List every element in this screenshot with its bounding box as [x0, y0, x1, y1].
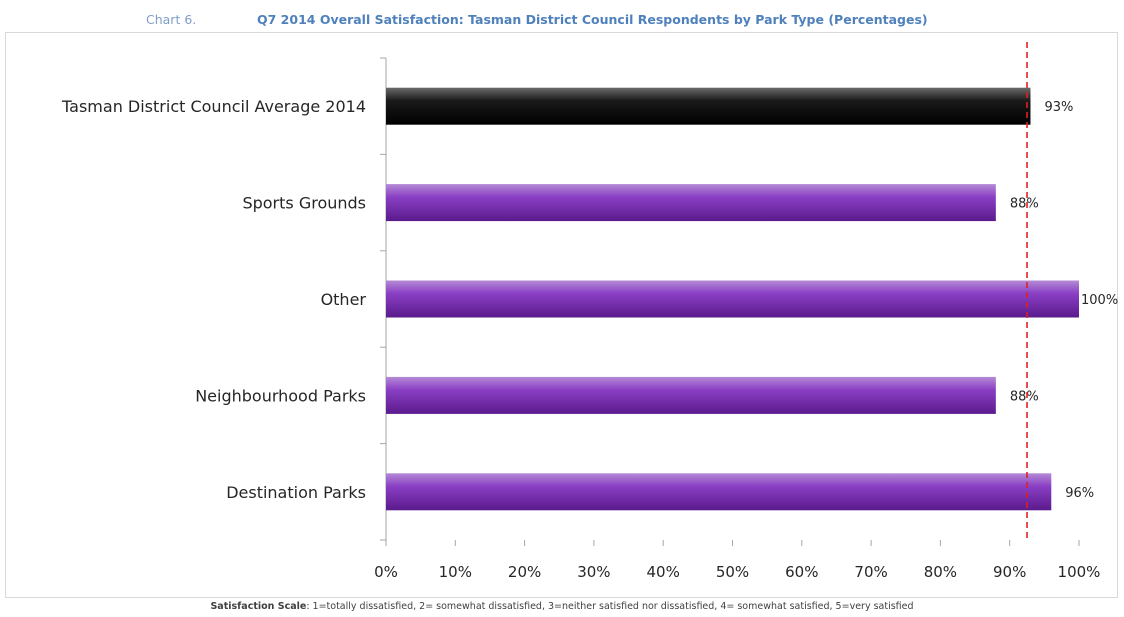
- x-tick-label: 0%: [374, 563, 398, 581]
- value-label: 93%: [1044, 100, 1073, 115]
- chart-caption: Chart 6. Q7 2014 Overall Satisfaction: T…: [0, 10, 1124, 32]
- x-tick-label: 100%: [1058, 563, 1101, 581]
- value-label: 88%: [1010, 197, 1039, 212]
- x-tick-label: 90%: [993, 563, 1026, 581]
- bar-sports-grounds: [386, 184, 996, 222]
- bar-other: [386, 280, 1079, 318]
- category-label: Tasman District Council Average 2014: [61, 97, 366, 116]
- x-tick-label: 60%: [785, 563, 818, 581]
- x-tick-label: 20%: [508, 563, 541, 581]
- category-label: Destination Parks: [226, 483, 366, 502]
- category-label: Sports Grounds: [242, 194, 366, 213]
- satisfaction-scale-text: : 1=totally dissatisfied, 2= somewhat di…: [306, 601, 914, 612]
- x-tick-label: 70%: [854, 563, 887, 581]
- bar-neighbourhood-parks: [386, 376, 996, 414]
- value-label: 96%: [1065, 486, 1094, 501]
- x-tick-label: 10%: [439, 563, 472, 581]
- value-label: 100%: [1081, 293, 1118, 308]
- x-tick-label: 30%: [577, 563, 610, 581]
- x-tick-label: 40%: [647, 563, 680, 581]
- bars-group: [386, 87, 1079, 511]
- bar-tasman-district-council-average-2014: [386, 87, 1031, 125]
- chart-title: Q7 2014 Overall Satisfaction: Tasman Dis…: [257, 12, 928, 27]
- category-axis: Tasman District Council Average 2014 Spor…: [61, 57, 387, 541]
- bar-destination-parks: [386, 473, 1052, 511]
- satisfaction-scale-label: Satisfaction Scale: [210, 601, 307, 612]
- value-label: 88%: [1010, 389, 1039, 404]
- chart-number: Chart 6.: [146, 12, 197, 27]
- x-axis: 0% 10% 20% 30% 40% 50% 60% 70% 80% 90% 100%: [374, 540, 1100, 581]
- x-tick-label: 50%: [716, 563, 749, 581]
- satisfaction-scale-note: Satisfaction Scale: 1=totally dissatisfi…: [0, 601, 1124, 612]
- category-label: Neighbourhood Parks: [195, 386, 366, 405]
- value-labels-group: 93% 88% 100% 88% 96%: [1010, 100, 1118, 501]
- category-label: Other: [321, 290, 367, 309]
- x-tick-label: 80%: [924, 563, 957, 581]
